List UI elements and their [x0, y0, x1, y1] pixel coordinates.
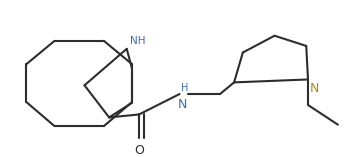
Text: N: N [310, 82, 319, 95]
Text: H: H [181, 83, 189, 93]
Text: NH: NH [130, 36, 145, 46]
Text: N: N [178, 98, 187, 111]
Text: O: O [134, 144, 144, 157]
